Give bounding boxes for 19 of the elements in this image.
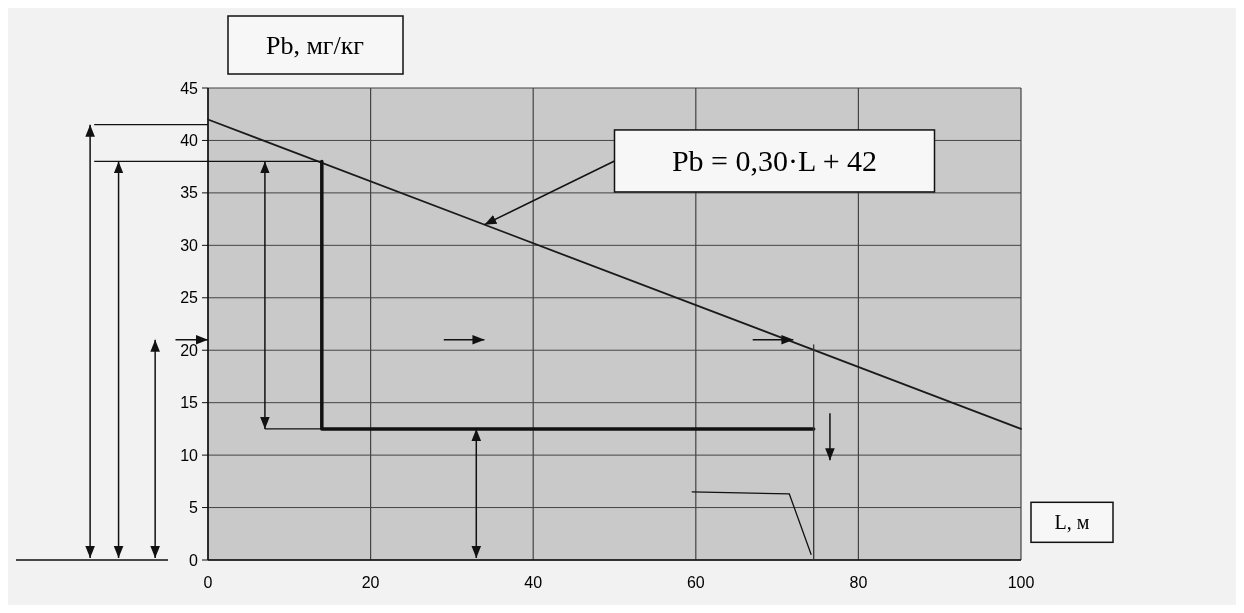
y-tick-label: 45 [180,79,199,97]
y-axis-title: Pb, мг/кг [265,31,365,61]
y-tick-label: 40 [180,132,199,150]
y-tick-label: 10 [180,446,199,464]
x-tick-label: 0 [203,574,213,591]
x-axis-title: L, м [1054,511,1090,534]
x-tick-label: 80 [849,574,868,591]
y-tick-label: 20 [180,341,199,359]
x-tick-label: 40 [524,574,543,591]
x-tick-label: 60 [686,574,705,591]
y-tick-label: 25 [180,289,199,307]
y-tick-label: 15 [180,394,199,412]
y-tick-label: 5 [189,499,199,517]
y-tick-label: 0 [189,551,199,569]
x-tick-label: 20 [361,574,380,591]
x-tick-label: 100 [1007,574,1035,591]
annotation: Pb = 0,30·L + 42 [671,144,878,178]
y-tick-label: 30 [180,236,199,254]
y-tick-label: 35 [180,184,199,202]
